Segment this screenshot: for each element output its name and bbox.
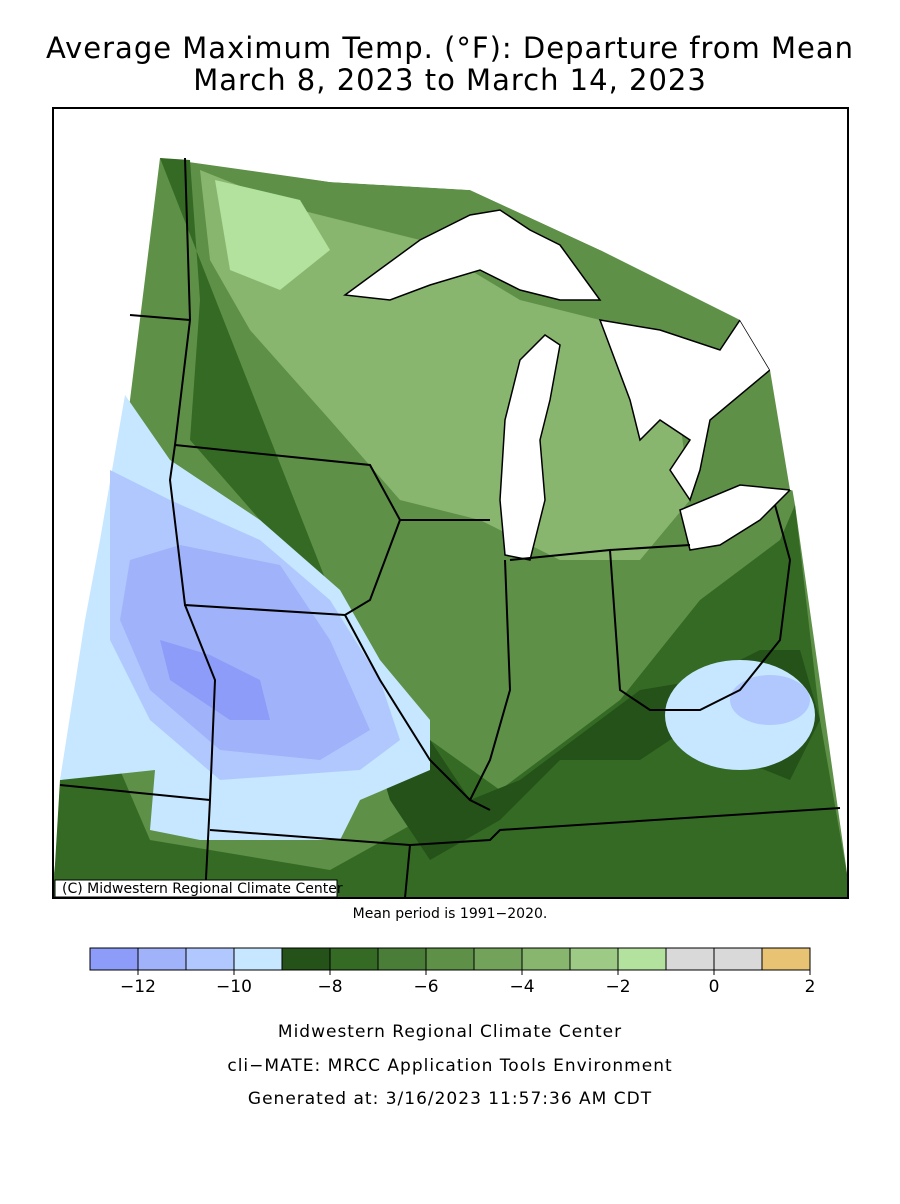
legend-box [569, 947, 619, 971]
map: (C) Midwestern Regional Climate Center [52, 107, 849, 899]
legend-box [329, 947, 379, 971]
legend-box [89, 947, 139, 971]
lake-superior [343, 209, 602, 301]
legend-box [377, 947, 427, 971]
legend-tick-label: −12 [120, 977, 156, 997]
legend-tick-label: −2 [605, 977, 630, 997]
legend-box [665, 947, 715, 971]
credit: (C) Midwestern Regional Climate Center [62, 881, 343, 897]
legend-box [713, 947, 763, 971]
legend-tick-label: 0 [709, 977, 720, 997]
footer-line: Generated at: 3/16/2023 11:57:36 AM CDT [248, 1089, 652, 1109]
ohio-colder [730, 675, 810, 725]
legend-tick-label: −4 [509, 977, 534, 997]
lake-huron [598, 318, 771, 502]
legend-tick-label: −6 [413, 977, 438, 997]
legend-tick-label: 2 [805, 977, 816, 997]
light-band [200, 170, 690, 560]
footer-line: cli−MATE: MRCC Application Tools Environ… [227, 1056, 672, 1076]
mean-period: Mean period is 1991−2020. [353, 906, 548, 922]
legend-box [473, 947, 523, 971]
legend-box [521, 947, 571, 971]
subtitle: March 8, 2023 to March 14, 2023 [193, 63, 707, 97]
legend-box [185, 947, 235, 971]
legend-box [137, 947, 187, 971]
legend-box [233, 947, 283, 971]
lake-erie [679, 484, 792, 551]
legend-tick-label: −10 [216, 977, 252, 997]
credit-box [54, 879, 338, 898]
darkest-band [320, 600, 820, 860]
canada-blank [190, 108, 848, 500]
footer-line: Midwestern Regional Climate Center [278, 1022, 622, 1042]
legend-box [761, 947, 811, 971]
coldest-region [120, 545, 370, 760]
legend-box [425, 947, 475, 971]
map-frame [52, 107, 849, 899]
legend-box [281, 947, 331, 971]
legend-box [617, 947, 667, 971]
title: Average Maximum Temp. (°F): Departure fr… [46, 31, 854, 65]
legend: −12 −10 −8 −6 −4 −2 0 2 [89, 947, 816, 997]
lighter-band [215, 180, 330, 290]
legend-tick-label: −8 [317, 977, 342, 997]
